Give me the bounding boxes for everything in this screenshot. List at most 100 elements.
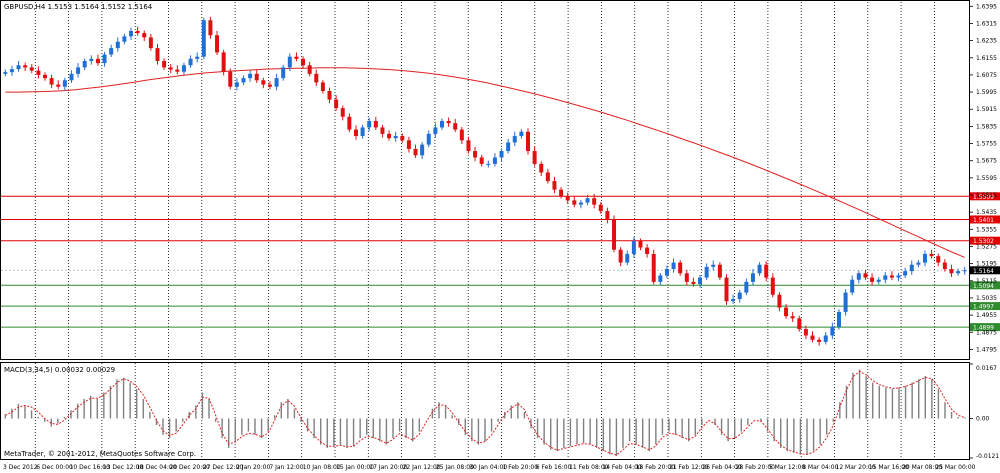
y-tick-label: 1.6395 <box>976 3 997 10</box>
x-tick-label: 18 Dec 04:00 <box>136 464 177 471</box>
x-tick-label: 6 Dec 00:00 <box>36 464 73 471</box>
candle-body <box>830 326 835 336</box>
candle-body <box>565 196 570 201</box>
sma-line <box>5 67 965 258</box>
x-tick-label: 22 Jan 12:00 <box>403 464 441 471</box>
candle-body <box>605 211 610 220</box>
candle-body <box>956 271 961 274</box>
candle-body <box>836 311 841 327</box>
candle-body <box>360 127 365 137</box>
y-tick-label: 1.5275 <box>976 243 997 250</box>
candles <box>3 16 967 346</box>
macd-y-tick-label: 0.00 <box>976 416 990 423</box>
candle-body <box>823 335 828 342</box>
x-tick-label: 26 Feb 04:00 <box>702 464 742 471</box>
moving-average <box>5 67 965 258</box>
x-tick-label: 7 Jan 12:00 <box>269 464 303 471</box>
y-tick-label: 1.5195 <box>976 261 997 268</box>
candle-body <box>598 204 603 212</box>
candle-body <box>618 249 623 263</box>
current-price-tag <box>970 266 1000 275</box>
x-tick-label: 11 Feb 08:00 <box>569 464 609 471</box>
candle-body <box>612 219 617 250</box>
candle-body <box>115 41 120 49</box>
candle-body <box>486 163 491 165</box>
x-tick-label: 20 Dec 20:00 <box>170 464 211 471</box>
candle-body <box>499 151 504 158</box>
candle-body <box>135 30 140 34</box>
candle-body <box>704 266 709 278</box>
candle-body <box>148 37 153 49</box>
level-tag <box>970 281 1000 290</box>
candle-body <box>175 69 180 72</box>
candle-body <box>453 123 458 130</box>
y-tick-label: 1.5515 <box>976 192 997 199</box>
candle-body <box>208 20 213 36</box>
candle-body <box>671 262 676 269</box>
candle-body <box>142 33 147 38</box>
current-price-label: 1.5164 <box>973 268 994 275</box>
x-tick-label: 15 Jan 00:00 <box>336 464 374 471</box>
candle-body <box>380 127 385 134</box>
candle-body <box>962 270 967 272</box>
level-tag-label: 1.4899 <box>973 325 994 332</box>
candle-body <box>883 275 888 280</box>
candle-body <box>929 253 934 257</box>
level-tag <box>970 323 1000 332</box>
chart-title: GBPUSD,H4 1.5153 1.5164 1.5152 1.5164 <box>4 3 153 11</box>
candle-body <box>327 91 332 100</box>
candle-body <box>691 281 696 285</box>
footer-copyright: MetaTrader, © 2001-2012, MetaQuotes Soft… <box>4 450 196 458</box>
candle-body <box>221 52 226 72</box>
candle-body <box>810 335 815 340</box>
candle-body <box>102 54 107 64</box>
candle-body <box>750 273 755 282</box>
x-tick-label: 13 Dec 12:00 <box>103 464 144 471</box>
candle-body <box>314 73 319 83</box>
level-tag-label: 1.5302 <box>973 238 994 245</box>
candle-body <box>49 78 54 85</box>
candle-body <box>625 253 630 263</box>
y-tick-label: 1.6155 <box>976 55 997 62</box>
candle-body <box>281 67 286 79</box>
y-tick-label: 1.6075 <box>976 72 997 79</box>
candle-body <box>684 273 689 282</box>
level-tag-label: 1.5509 <box>973 194 994 201</box>
x-tick-label: 10 Dec 16:00 <box>70 464 111 471</box>
level-tag <box>970 302 1000 311</box>
x-tick-label: 30 Jan 04:00 <box>469 464 507 471</box>
candle-body <box>539 163 544 173</box>
x-tick-label: 6 Feb 16:00 <box>536 464 572 471</box>
y-tick-label: 1.5995 <box>976 89 997 96</box>
x-tick-label: 14 Feb 04:00 <box>602 464 642 471</box>
candle-body <box>896 275 901 278</box>
x-tick-label: 25 Jan 08:00 <box>436 464 474 471</box>
candle-body <box>241 78 246 83</box>
candle-body <box>23 65 28 68</box>
x-tick-label: 20 Mar 08:00 <box>902 464 942 471</box>
candle-body <box>62 80 67 87</box>
candle-body <box>737 292 742 300</box>
x-tick-label: 17 Jan 20:00 <box>369 464 407 471</box>
candle-body <box>876 279 881 282</box>
macd-y-tick-label: -0.0121 <box>976 453 999 460</box>
candle-body <box>506 142 511 152</box>
candle-body <box>645 247 650 254</box>
candle-body <box>420 144 425 156</box>
level-tag <box>970 215 1000 224</box>
y-tick-label: 1.6235 <box>976 38 997 45</box>
candle-body <box>784 307 789 317</box>
y-tick-label: 1.5435 <box>976 209 997 216</box>
candle-body <box>168 67 173 70</box>
candle-body <box>916 262 921 265</box>
candle-body <box>843 292 848 312</box>
candle-body <box>400 136 405 141</box>
candle-body <box>82 60 87 68</box>
price-axis: 1.6395 1.6315 1.6235 1.6155 1.6075 1.5995 1.59… <box>969 3 997 353</box>
candle-body <box>307 65 312 74</box>
candle-body <box>181 65 186 72</box>
y-tick-label: 1.5675 <box>976 158 997 165</box>
candle-body <box>56 84 61 87</box>
